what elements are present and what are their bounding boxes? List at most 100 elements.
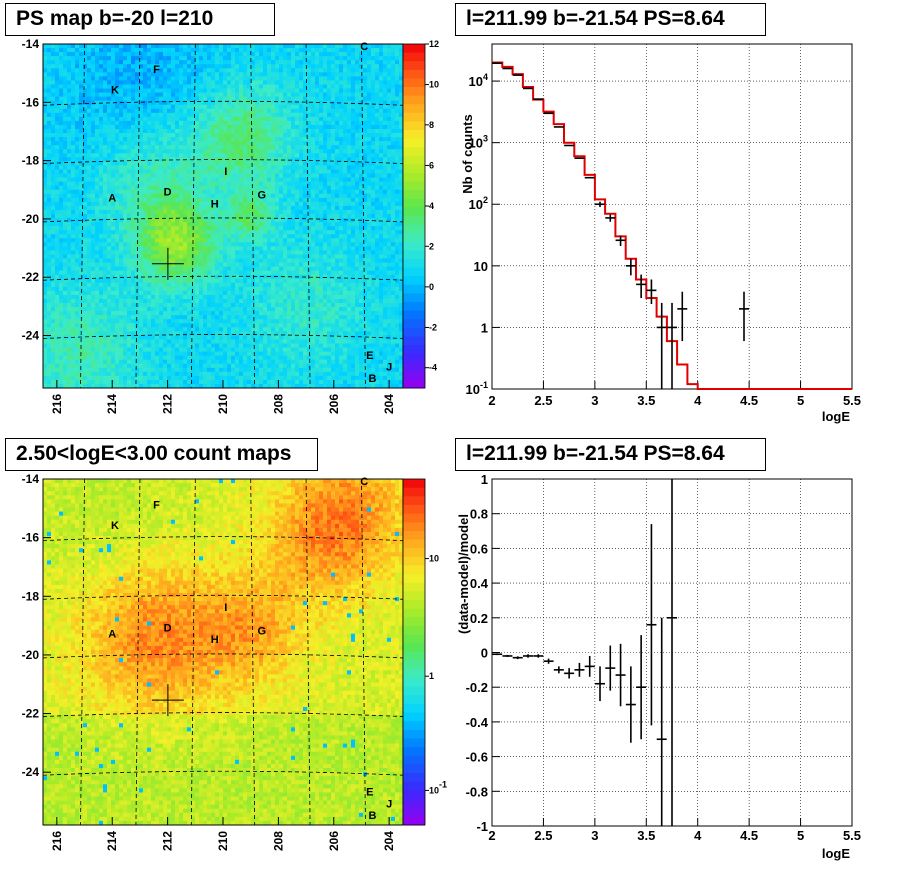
spectrum-data-point [625, 258, 636, 276]
count_map-colorbar-label: 10-1 [429, 779, 447, 795]
spectrum-ylabel: Nb of counts [460, 114, 475, 193]
residual-data-point [625, 666, 636, 743]
residual-ytick-label: 0.6 [470, 541, 488, 556]
spectrum-ytick-label: 10-1 [466, 380, 488, 397]
count_map-colorbar-label: 10 [429, 554, 439, 564]
ps_map-colorbar-label: 2 [429, 241, 434, 251]
residual-data-point [656, 617, 667, 826]
ps_map-ytick-label: -22 [22, 270, 40, 284]
residual-data-point [523, 654, 533, 658]
ps_map-xtick-label: 216 [50, 394, 64, 414]
residual-xtick-label: 4 [694, 828, 702, 843]
residual-data-point [553, 666, 564, 674]
count_map-source-g: G [257, 625, 266, 637]
residual-data-point [543, 658, 554, 664]
ps_map-colorbar-label: 4 [429, 201, 434, 211]
spectrum-xtick-label: 4 [694, 393, 702, 408]
count_map-colorbar-label: 1 [429, 671, 434, 681]
ps_map-colorbar-frame [402, 43, 426, 389]
count_map-source-b: B [369, 810, 377, 822]
spectrum-data-point [615, 235, 626, 246]
ps_map-source-b: B [369, 373, 377, 385]
spectrum-model-line [492, 61, 852, 390]
residual-data-point [646, 524, 657, 726]
spectrum-data-point [605, 214, 616, 222]
count_map-ytick-label: -22 [22, 707, 40, 721]
count_map-source-h: H [211, 634, 219, 646]
ps_map-colorbar-label: 10 [429, 80, 439, 90]
residual-data-point [615, 643, 626, 707]
count_map-ytick-label: -18 [22, 589, 40, 603]
spectrum-xtick-label: 2 [488, 393, 495, 408]
spectrum-title: l=211.99 b=-21.54 PS=8.64 [455, 3, 766, 36]
spectrum-ytick-label: 102 [469, 195, 488, 212]
residual-data-point [636, 635, 647, 740]
residual-ytick-label: -0.8 [466, 784, 488, 799]
count_map-source-f: F [153, 499, 160, 511]
count_map-xtick-label: 210 [216, 831, 230, 851]
ps_map-ytick-label: -20 [22, 212, 40, 226]
ps_map-colorbar-label: -4 [429, 363, 437, 373]
ps_map-source-i: I [224, 166, 227, 178]
count_map-ytick-label: -14 [22, 472, 40, 486]
spectrum-xtick-label: 5 [797, 393, 804, 408]
spectrum-xtick-label: 4.5 [740, 393, 758, 408]
ps_map-colorbar-label: 8 [429, 120, 434, 130]
ps_map-xtick-label: 208 [271, 394, 285, 414]
residual-title: l=211.99 b=-21.54 PS=8.64 [455, 438, 766, 471]
residual-panel: 2 2.5 3 3.5 4 4.5 5 5.5 1 0.8 0.6 0.4 0.2 0 -0.2 -0.4 -0… [456, 472, 861, 861]
ps_map-source-c: C [360, 41, 368, 53]
spectrum-data-point [667, 302, 677, 389]
residual-ytick-label: -1 [476, 819, 488, 834]
count_map-colorbar: 10 1 10-1 [402, 478, 447, 826]
spectrum-xtick-label: 5.5 [843, 393, 861, 408]
ps_map-colorbar: 12 10 8 6 4 2 0 -2 -4 [402, 39, 439, 389]
residual-data-point [492, 653, 503, 656]
spectrum-data-point [656, 302, 667, 389]
residual-xtick-label: 4.5 [740, 828, 758, 843]
residual-ylabel: (data-model)/model [456, 514, 471, 634]
residual-ytick-label: -0.6 [466, 750, 488, 765]
ps_map-ytick-label: -16 [22, 95, 40, 109]
residual-xtick-label: 3 [591, 828, 598, 843]
spectrum-data-point [677, 291, 688, 342]
ps_map-pixels [43, 44, 404, 389]
ps_map-source-g: G [257, 190, 266, 202]
residual-ytick-label: 0 [481, 646, 488, 661]
ps_map-colorbar-label: 6 [429, 160, 434, 170]
spectrum-data-point [636, 274, 647, 299]
ps_map-xtick-label: 206 [327, 394, 341, 414]
count_map-source-c: C [360, 476, 368, 488]
count_map-xtick-label: 212 [161, 831, 175, 851]
spectrum-xtick-label: 3.5 [637, 393, 655, 408]
residual-xlabel: logE [822, 846, 850, 861]
ps_map-ytick-label: -14 [22, 37, 40, 51]
count_map-source-i: I [224, 602, 227, 614]
ps_map-source-k: K [111, 85, 119, 97]
residual-xtick-label: 5 [797, 828, 804, 843]
residual-xtick-label: 3.5 [637, 828, 655, 843]
ps_map-colorbar-label: 12 [429, 39, 439, 49]
residual-data-point [605, 645, 616, 691]
count_map-colorbar-frame [402, 478, 426, 826]
residual-data-point [512, 656, 523, 660]
count_map-pixels [43, 479, 404, 826]
ps_map-source-j: J [386, 362, 392, 374]
ps_map-source-f: F [153, 64, 160, 76]
ps_map-source-d: D [164, 187, 172, 199]
residual-ytick-label: -0.2 [466, 680, 488, 695]
spectrum-xtick-label: 3 [591, 393, 598, 408]
count_map-source-d: D [164, 622, 172, 634]
count_map-xtick-label: 208 [271, 831, 285, 851]
ps_map-colorbar-label: -2 [429, 322, 437, 332]
spectrum-ytick-label: 10 [474, 259, 488, 274]
count_map-ytick-label: -20 [22, 648, 40, 662]
count_map-source-k: K [111, 520, 119, 532]
spectrum-data-point [595, 201, 605, 208]
ps_map-ytick-label: -24 [22, 329, 40, 343]
count_map-xtick-label: 204 [382, 831, 396, 851]
residual-xtick-label: 2 [488, 828, 495, 843]
ps_map-xtick-label: 214 [105, 394, 119, 414]
